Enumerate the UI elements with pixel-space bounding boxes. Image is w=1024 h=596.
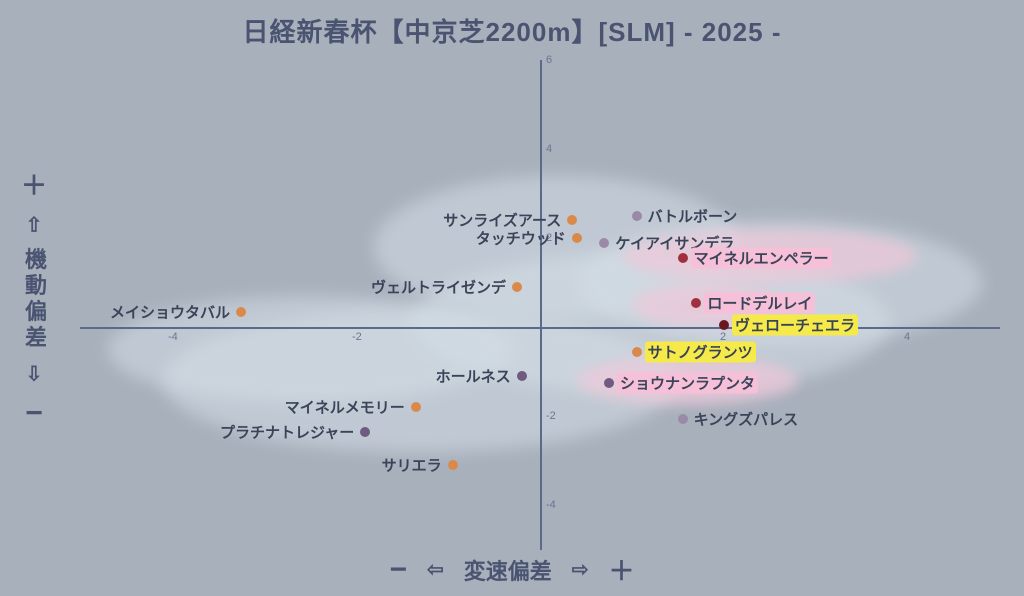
scatter-point xyxy=(632,347,642,357)
y-axis-text: 機動偏差 xyxy=(18,248,50,352)
plus-icon: ＋ xyxy=(609,551,635,588)
point-label: メイショウタバル xyxy=(107,301,233,322)
point-label: サトノグランツ xyxy=(645,341,756,362)
scatter-point xyxy=(236,307,246,317)
point-label: マイネルエンペラー xyxy=(691,248,832,269)
chart-root: 日経新春杯【中京芝2200m】[SLM] - 2025 - ＋ ⇧ 機動偏差 ⇩… xyxy=(0,0,1024,596)
y-tick: -2 xyxy=(546,410,556,422)
point-label: ヴェローチェエラ xyxy=(732,315,858,336)
minus-icon: − xyxy=(25,397,43,431)
scatter-point xyxy=(360,427,370,437)
scatter-point xyxy=(517,371,527,381)
x-axis-text: 変速偏差 xyxy=(464,554,552,586)
x-tick: 4 xyxy=(904,331,910,343)
arrow-up-icon: ⇧ xyxy=(26,213,43,238)
scatter-point xyxy=(678,414,688,424)
scatter-point xyxy=(448,460,458,470)
point-label: ホールネス xyxy=(433,366,514,387)
arrow-down-icon: ⇩ xyxy=(26,362,43,387)
scatter-point xyxy=(678,253,688,263)
point-label: ロードデルレイ xyxy=(704,292,815,313)
y-tick: -4 xyxy=(546,499,556,511)
scatter-point xyxy=(691,298,701,308)
point-label: バトルボーン xyxy=(645,205,741,226)
point-label: サリエラ xyxy=(379,455,445,476)
y-axis-label: ＋ ⇧ 機動偏差 ⇩ − xyxy=(18,166,50,431)
point-label: ショウナンラプンタ xyxy=(617,372,758,393)
point-label: プラチナトレジャー xyxy=(217,421,357,442)
y-axis-line xyxy=(540,60,542,550)
scatter-point xyxy=(512,282,522,292)
scatter-point xyxy=(632,211,642,221)
y-tick: 4 xyxy=(546,143,552,155)
point-label: タッチウッド xyxy=(473,228,569,249)
scatter-point xyxy=(599,238,609,248)
point-label: ヴェルトライゼンデ xyxy=(368,277,509,298)
point-label: マイネルメモリー xyxy=(282,397,408,418)
x-axis-label: − ⇦ 変速偏差 ⇨ ＋ xyxy=(0,551,1024,588)
minus-icon: − xyxy=(389,553,407,587)
arrow-right-icon: ⇨ xyxy=(572,557,589,582)
point-label: キングズパレス xyxy=(691,408,802,429)
scatter-point xyxy=(567,215,577,225)
scatter-point xyxy=(719,320,729,330)
x-tick: -2 xyxy=(352,331,362,343)
x-tick: -4 xyxy=(168,331,178,343)
scatter-point xyxy=(411,402,421,412)
scatter-point xyxy=(572,233,582,243)
plot-area: -4-224-4-2246サンライズアースバトルボーンタッチウッドケイアイサンデ… xyxy=(80,60,1000,550)
chart-title: 日経新春杯【中京芝2200m】[SLM] - 2025 - xyxy=(0,12,1024,49)
y-tick: 6 xyxy=(546,54,552,66)
arrow-left-icon: ⇦ xyxy=(427,557,444,582)
plus-icon: ＋ xyxy=(21,166,47,203)
scatter-point xyxy=(604,378,614,388)
